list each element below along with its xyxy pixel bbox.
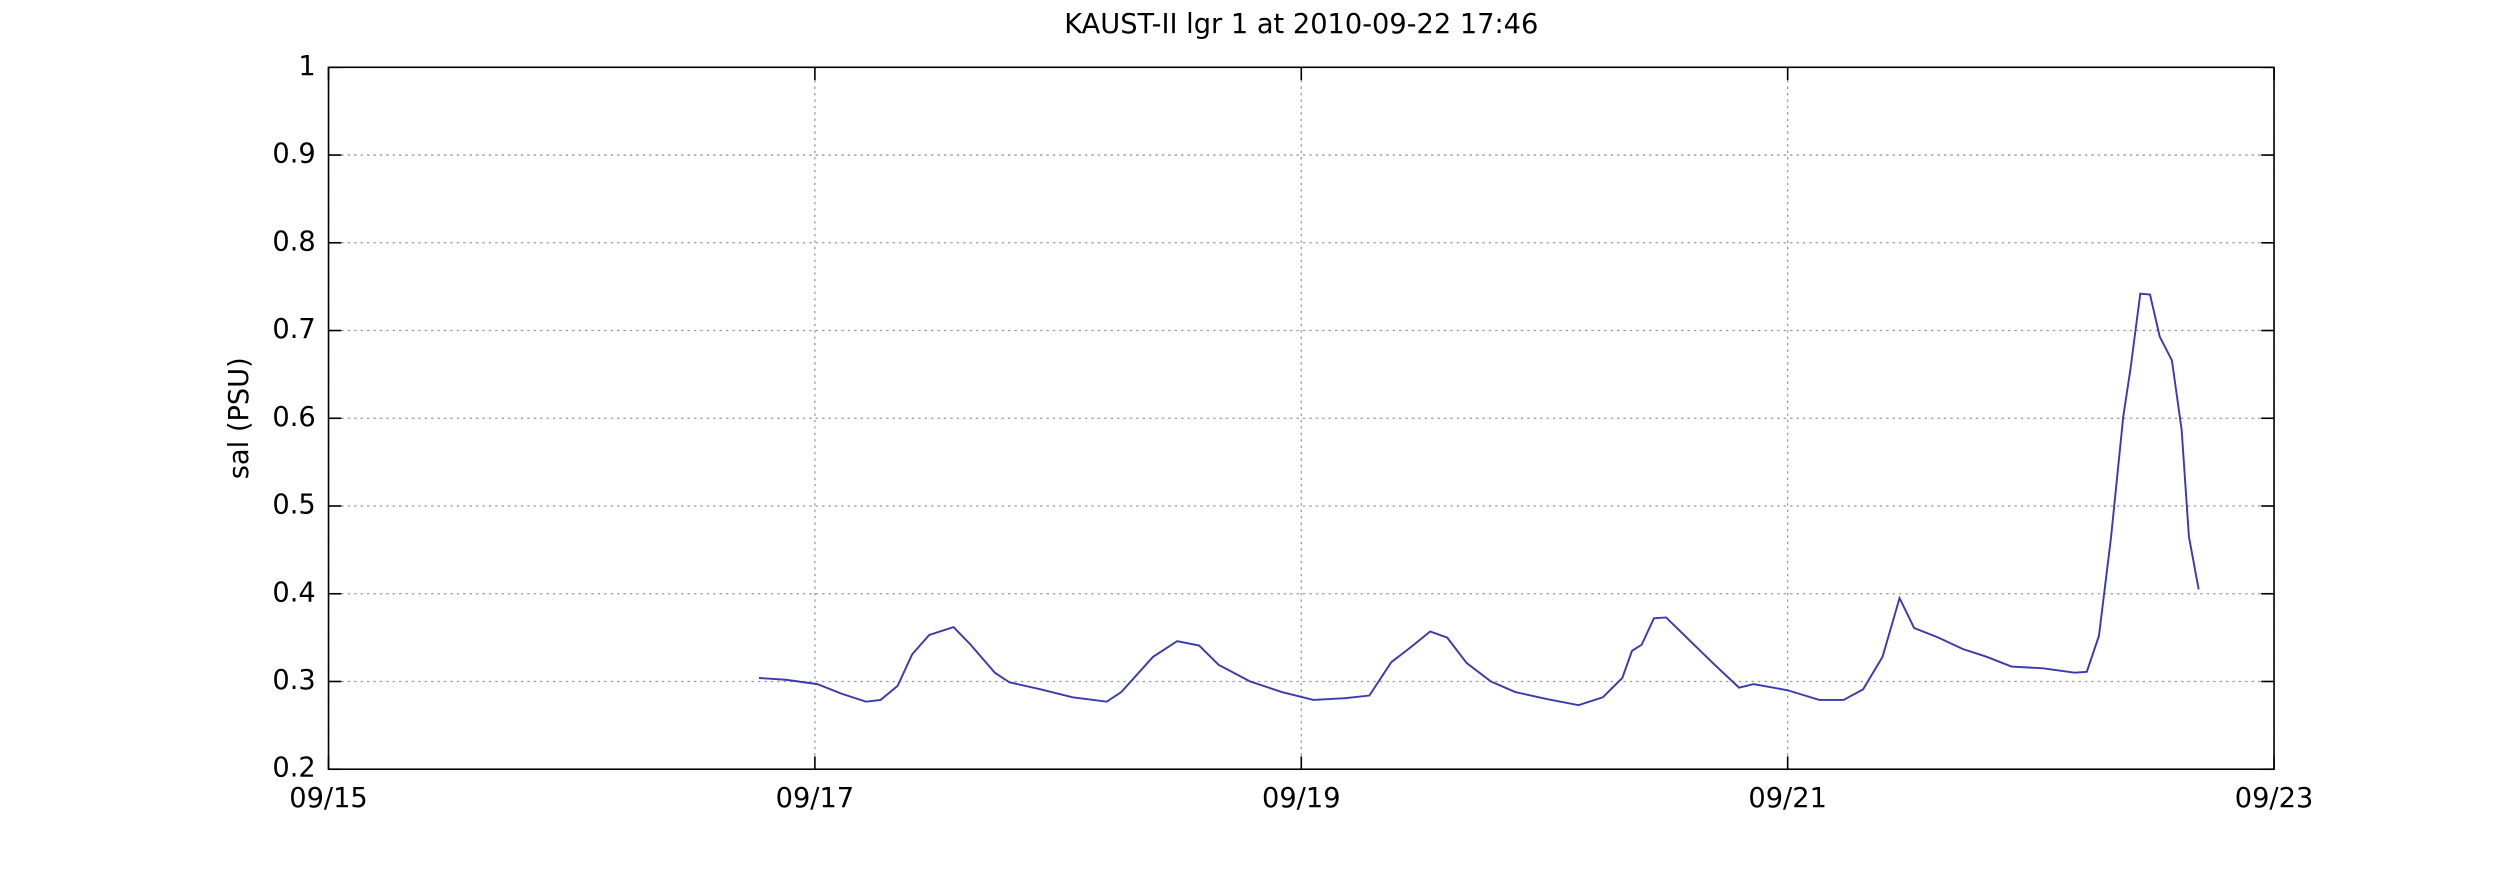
y-tick-label: 0.3: [272, 665, 315, 696]
y-tick-label: 0.6: [272, 402, 315, 433]
y-tick-label: 0.5: [272, 490, 315, 521]
y-tick-label: 0.2: [272, 753, 315, 784]
x-tick-label: 09/15: [289, 783, 368, 814]
y-tick-label: 0.7: [272, 314, 315, 345]
y-tick-label: 1: [298, 51, 315, 82]
y-axis-label: sal (PSU): [224, 357, 255, 479]
data-line: [758, 292, 2200, 707]
chart-title: KAUST-II lgr 1 at 2010-09-22 17:46: [1064, 9, 1538, 40]
x-tick-label: 09/17: [776, 783, 855, 814]
y-tick-label: 0.4: [272, 577, 315, 608]
x-tick-label: 09/19: [1262, 783, 1341, 814]
x-tick-label: 09/23: [2235, 783, 2314, 814]
y-tick-label: 0.8: [272, 226, 315, 257]
y-tick-label: 0.9: [272, 139, 315, 170]
x-tick-label: 09/21: [1748, 783, 1827, 814]
plot-frame: [327, 66, 2275, 771]
